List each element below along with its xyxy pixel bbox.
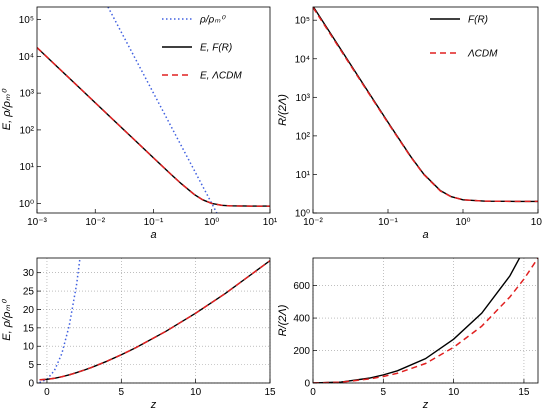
x-axis-label: a bbox=[150, 229, 156, 241]
plot-frame bbox=[312, 6, 539, 214]
x-tick-label: 0 bbox=[310, 387, 316, 398]
x-tick-label: 10⁻² bbox=[85, 217, 105, 228]
x-tick-label: 15 bbox=[518, 387, 530, 398]
y-axis-label: R/(2Λ) bbox=[277, 94, 289, 126]
x-tick-label: 10¹ bbox=[531, 217, 542, 228]
y-tick-label: 5 bbox=[28, 360, 34, 371]
y-tick-label: 10 bbox=[23, 342, 35, 353]
legend-label: ρ/ρₘ⁰ bbox=[199, 15, 226, 26]
y-tick-label: 10² bbox=[20, 125, 35, 136]
panel: 0 5 10 15 0 5 10 15 20 25 30 z E, ρ/ρₘ⁰ bbox=[1, 257, 276, 411]
x-tick-label: 10⁻¹ bbox=[378, 217, 398, 228]
series-line bbox=[37, 47, 270, 208]
y-tick-label: 15 bbox=[23, 323, 35, 334]
x-tick-label: 10⁻³ bbox=[27, 217, 47, 228]
x-tick-label: 10⁰ bbox=[204, 217, 219, 228]
x-axis-label: a bbox=[422, 229, 428, 241]
x-tick-label: 0 bbox=[44, 387, 50, 398]
y-tick-label: 10¹ bbox=[296, 170, 311, 181]
y-tick-label: 25 bbox=[23, 287, 35, 298]
y-tick-label: 10¹ bbox=[20, 162, 35, 173]
y-tick-label: 20 bbox=[23, 305, 35, 316]
y-tick-label: 10² bbox=[296, 131, 311, 142]
y-tick-label: 400 bbox=[293, 314, 310, 325]
y-tick-label: 10³ bbox=[20, 89, 35, 100]
series-line bbox=[313, 7, 538, 203]
x-tick-label: 10¹ bbox=[263, 217, 278, 228]
x-tick-label: 10 bbox=[190, 387, 202, 398]
plot-frame bbox=[36, 257, 271, 384]
y-tick-label: 10⁵ bbox=[295, 16, 310, 27]
x-tick-label: 10⁻² bbox=[303, 217, 323, 228]
x-axis-label: z bbox=[150, 399, 157, 411]
series-line bbox=[107, 7, 218, 213]
legend-label: E, F(R) bbox=[200, 43, 232, 54]
series-line bbox=[313, 7, 538, 203]
panel: 10⁻² 10⁻¹ 10⁰ 10¹ 10⁰ 10¹ 10² 10³ 10⁴ 10⁵ a R/(2Λ) F… bbox=[277, 6, 542, 241]
x-tick-label: 5 bbox=[119, 387, 125, 398]
x-tick-label: 10 bbox=[448, 387, 460, 398]
x-tick-label: 5 bbox=[381, 387, 387, 398]
plot-frame bbox=[312, 257, 539, 384]
y-tick-label: 600 bbox=[293, 281, 310, 292]
y-tick-label: 0 bbox=[304, 379, 310, 390]
y-tick-label: 200 bbox=[293, 346, 310, 357]
y-tick-label: 10⁵ bbox=[19, 15, 34, 26]
series-line bbox=[39, 258, 81, 383]
plot-frame bbox=[36, 6, 271, 214]
panel: 0 5 10 15 0 200 400 600 z R/(2Λ) bbox=[277, 257, 539, 411]
y-tick-label: 10⁴ bbox=[19, 52, 34, 63]
y-axis-label: E, ρ/ρₘ⁰ bbox=[1, 88, 13, 130]
x-axis-label: z bbox=[422, 399, 429, 411]
x-tick-label: 15 bbox=[264, 387, 276, 398]
y-tick-label: 10⁰ bbox=[295, 209, 310, 220]
y-tick-label: 0 bbox=[28, 379, 34, 390]
legend-label: F(R) bbox=[468, 15, 488, 26]
y-axis-label: E, ρ/ρₘ⁰ bbox=[1, 299, 13, 341]
x-tick-label: 10⁻¹ bbox=[144, 217, 164, 228]
y-tick-label: 10⁴ bbox=[295, 54, 310, 65]
x-tick-label: 10⁰ bbox=[455, 217, 470, 228]
series-line bbox=[313, 258, 538, 383]
y-tick-label: 10³ bbox=[296, 93, 311, 104]
panel: 10⁻³ 10⁻² 10⁻¹ 10⁰ 10¹ 10⁰ 10¹ 10² 10³ 10⁴ 10⁵ a E, … bbox=[1, 6, 278, 241]
y-axis-label: R/(2Λ) bbox=[277, 304, 289, 336]
series-line bbox=[313, 258, 521, 383]
legend-label: ΛCDM bbox=[467, 49, 498, 60]
series-line bbox=[39, 260, 270, 381]
y-tick-label: 10⁰ bbox=[19, 199, 34, 210]
legend-label: E, ΛCDM bbox=[200, 71, 242, 82]
y-tick-label: 30 bbox=[23, 268, 35, 279]
series-line bbox=[39, 260, 270, 381]
